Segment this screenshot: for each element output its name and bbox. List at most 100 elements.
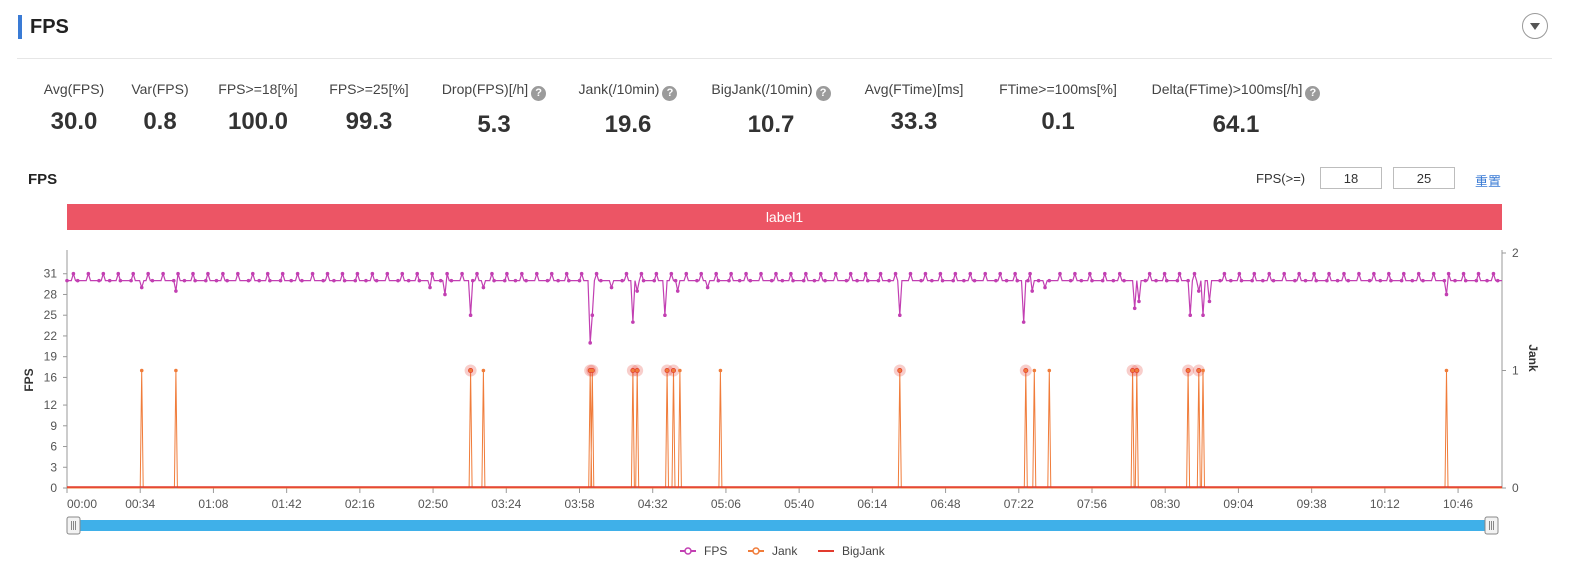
fps-point	[1175, 278, 1180, 283]
fps-point	[1297, 271, 1301, 276]
fps-point	[1410, 278, 1415, 283]
y-left-tick-label: 9	[50, 419, 57, 433]
metric-label-text: FTime>=100ms[%]	[999, 81, 1117, 97]
fps-point	[567, 278, 571, 283]
fps-point	[206, 271, 210, 276]
fps-point	[268, 278, 272, 283]
fps-point	[1100, 278, 1105, 283]
fps-point	[624, 271, 629, 276]
fps-point	[865, 278, 870, 283]
help-icon[interactable]: ?	[531, 86, 547, 101]
metric: FPS>=25[%] 99.3	[279, 80, 459, 136]
x-tick-label: 00:00	[67, 497, 97, 511]
metric-value: 0.1	[1041, 108, 1075, 135]
fps-point	[930, 278, 934, 283]
fps-point	[1378, 278, 1383, 283]
fps-point	[898, 313, 902, 318]
fps-point	[1088, 271, 1092, 276]
legend-item-jank[interactable]: Jank	[748, 544, 798, 558]
fps-point	[97, 278, 101, 283]
metric-label: Var(FPS)	[70, 80, 250, 98]
fps-point	[1461, 271, 1466, 276]
fps-point	[191, 271, 195, 276]
help-icon[interactable]: ?	[662, 86, 678, 101]
reset-link[interactable]: 重置	[1475, 174, 1502, 189]
fps-point	[1164, 278, 1169, 283]
fps-point	[878, 271, 883, 276]
header-divider	[17, 58, 1552, 59]
fps-point	[1431, 271, 1436, 276]
fps-point	[1111, 278, 1116, 283]
metric-value: 33.3	[890, 108, 938, 135]
fps-point	[1387, 271, 1391, 276]
help-icon[interactable]: ?	[1305, 86, 1321, 101]
fps-point	[325, 271, 330, 276]
fps-point	[1068, 278, 1073, 283]
legend-label: FPS	[704, 544, 727, 558]
fps-point	[1312, 271, 1316, 276]
fps-point	[1372, 271, 1376, 276]
metric-label: Jank(/10min)?	[538, 80, 718, 101]
fps-point	[355, 271, 360, 276]
fps-point	[1267, 271, 1272, 276]
fps-point	[684, 271, 689, 276]
fps-point	[415, 271, 420, 276]
x-tick-label: 02:50	[418, 497, 448, 511]
fps-point	[833, 271, 838, 276]
help-icon[interactable]: ?	[815, 86, 831, 101]
threshold-label: FPS(>=)	[1256, 171, 1306, 186]
fps-point	[1476, 271, 1481, 276]
fps-point	[295, 271, 300, 276]
legend: FPS Jank BigJank	[680, 544, 886, 558]
fps-point	[182, 278, 187, 283]
fps-point	[1314, 278, 1319, 283]
x-tick-label: 02:16	[345, 497, 375, 511]
fps-point	[1446, 271, 1451, 276]
fps-point	[490, 271, 494, 276]
fps-point	[844, 278, 849, 283]
metric-label: Delta(FTime)>100ms[/h]?	[1146, 80, 1326, 101]
collapse-button[interactable]	[1522, 13, 1548, 39]
metric-value: 64.1	[1212, 111, 1260, 138]
fps-point	[919, 278, 923, 283]
fps-point	[1058, 271, 1062, 276]
fps-point	[759, 271, 763, 276]
legend-item-fps[interactable]: FPS	[680, 544, 727, 558]
fps-point	[938, 271, 943, 276]
fps-point	[1030, 289, 1035, 293]
fps-point	[609, 285, 614, 290]
metric-value: 100.0	[227, 108, 289, 135]
fps-point	[729, 271, 733, 276]
x-tick-label: 00:34	[125, 497, 155, 511]
fps-point	[951, 278, 955, 283]
fps-point	[129, 278, 133, 283]
jank-point	[635, 368, 639, 373]
jank-point	[174, 368, 178, 373]
fps-point	[1325, 278, 1329, 283]
fps-point	[280, 271, 285, 276]
metric-label-text: FPS>=25[%]	[329, 81, 409, 97]
fps-point	[599, 278, 603, 283]
label-band	[67, 204, 1502, 230]
fps-point	[1201, 313, 1205, 318]
threshold-high-input[interactable]	[1393, 167, 1455, 189]
fps-point	[940, 278, 945, 283]
y-axis-left-label: FPS	[22, 368, 36, 391]
y-right-tick-label: 0	[1512, 481, 1519, 495]
legend-item-bigjank[interactable]: BigJank	[818, 544, 886, 558]
y-left-tick-label: 31	[44, 267, 58, 281]
fps-point	[520, 271, 524, 276]
fps-point	[396, 278, 400, 283]
jank-point	[665, 368, 669, 373]
fps-point	[1218, 278, 1222, 283]
fps-point	[1143, 278, 1148, 283]
jank-point	[718, 368, 723, 373]
metric: Avg(FPS) 30.0	[0, 80, 164, 136]
x-tick-label: 03:58	[564, 497, 594, 511]
jank-point	[1024, 368, 1028, 373]
threshold-low-input[interactable]	[1320, 167, 1382, 189]
fps-point	[1293, 278, 1297, 283]
fps-point	[1485, 278, 1489, 283]
chart-title: FPS	[28, 171, 58, 188]
fps-point	[695, 278, 699, 283]
